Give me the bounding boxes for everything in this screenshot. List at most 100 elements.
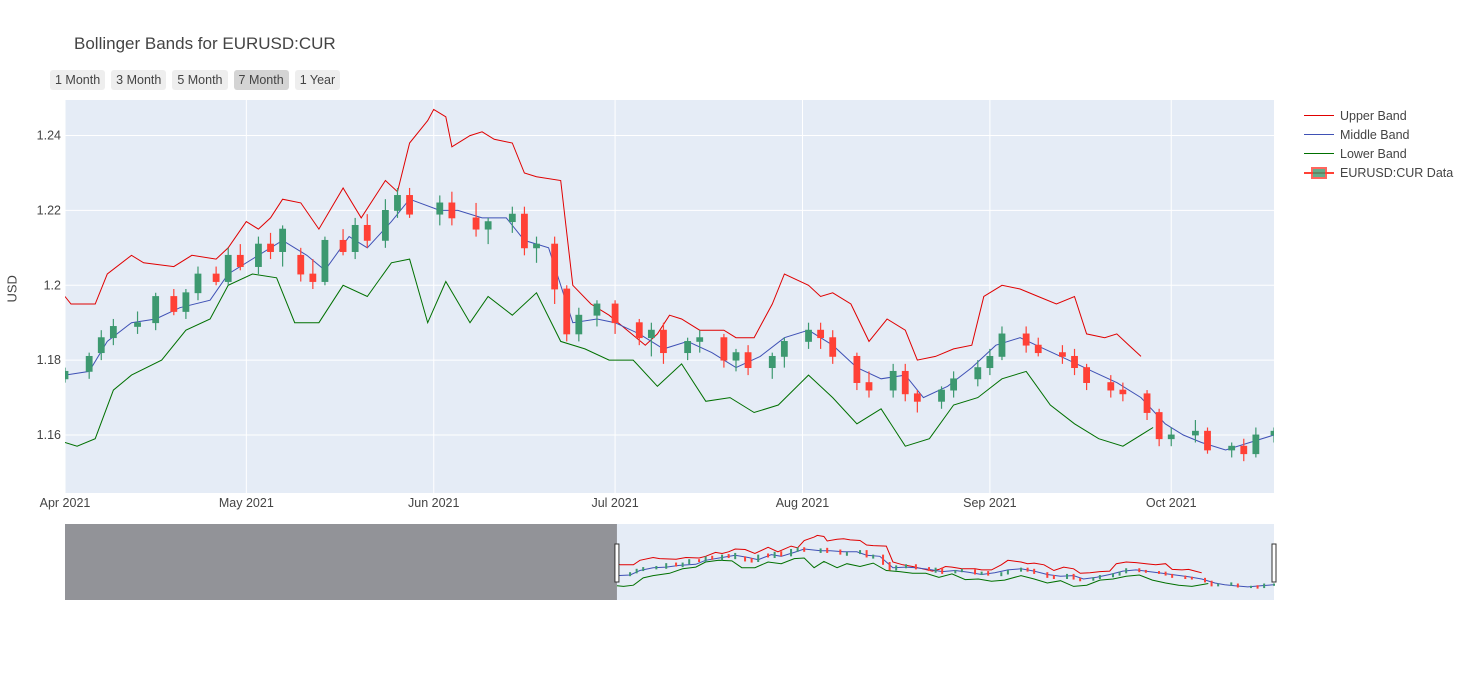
candle-body xyxy=(768,355,776,369)
rangeslider-mask-left xyxy=(65,524,617,600)
candle-body xyxy=(1071,355,1078,369)
candle-body xyxy=(236,254,244,267)
candle-body xyxy=(938,389,945,402)
candle-body xyxy=(521,213,528,249)
candle-body xyxy=(575,314,583,335)
candle-body xyxy=(611,303,619,324)
x-tick-label: Oct 2021 xyxy=(1146,496,1197,510)
plot-series xyxy=(65,108,1274,462)
y-tick-label: 1.24 xyxy=(37,129,61,143)
candle-body xyxy=(829,337,837,357)
candle-body xyxy=(472,217,480,230)
candle-body xyxy=(381,210,389,241)
candle-body xyxy=(182,292,190,312)
legend-label: EURUSD:CUR Data xyxy=(1340,165,1454,180)
candle-body xyxy=(224,254,232,282)
legend-item-upper-band[interactable]: Upper Band xyxy=(1304,106,1453,125)
candle-body xyxy=(436,202,444,215)
x-tick-label: Sep 2021 xyxy=(963,496,1017,510)
candle-body xyxy=(1107,382,1115,391)
candle-body xyxy=(212,273,220,282)
candle-body xyxy=(533,243,540,249)
rangeslider-line xyxy=(616,534,1202,574)
candle-body xyxy=(732,352,740,361)
range-button-1-year[interactable]: 1 Year xyxy=(294,70,341,90)
range-button-3-month[interactable]: 3 Month xyxy=(111,70,167,90)
candle-body xyxy=(635,322,643,339)
candle-body xyxy=(152,296,160,324)
candle-body xyxy=(950,378,958,391)
rangeslider-handle-left[interactable] xyxy=(614,543,620,583)
candle-body xyxy=(1143,393,1151,413)
candle-body xyxy=(1252,434,1260,455)
candle-body xyxy=(1022,333,1030,346)
candle-body xyxy=(170,296,178,312)
plot-area xyxy=(65,100,1274,493)
candle-body xyxy=(309,273,317,282)
candle-body xyxy=(720,337,728,361)
candle-body xyxy=(998,333,1006,357)
candle-body xyxy=(1192,430,1199,436)
legend-item-lower-band[interactable]: Lower Band xyxy=(1304,144,1453,163)
candle-body xyxy=(865,382,873,391)
candle-body xyxy=(889,370,897,391)
candle-body xyxy=(744,352,752,369)
legend: Upper Band Middle Band Lower Band EURUSD… xyxy=(1304,106,1453,182)
y-tick-label: 1.22 xyxy=(37,203,61,217)
x-tick-label: Aug 2021 xyxy=(776,496,830,510)
candle-body xyxy=(508,213,516,223)
candle-body xyxy=(297,254,305,275)
x-tick-label: Apr 2021 xyxy=(40,496,91,510)
candle-body xyxy=(696,337,704,342)
range-button-7-month[interactable]: 7 Month xyxy=(233,70,289,90)
candle-body xyxy=(913,393,921,402)
candle-body xyxy=(986,355,994,369)
rangeslider-handle-right[interactable] xyxy=(1271,543,1277,583)
candle-body xyxy=(1240,445,1248,455)
candle-body xyxy=(780,341,788,357)
range-button-5-month[interactable]: 5 Month xyxy=(172,70,228,90)
candle-body xyxy=(194,273,202,294)
candle-body xyxy=(1204,430,1211,451)
candle-body xyxy=(1270,430,1274,436)
candle-body xyxy=(134,322,141,327)
candle-body xyxy=(484,221,492,230)
candle-body xyxy=(448,202,456,219)
candle-body xyxy=(593,303,601,316)
x-tick-label: Jun 2021 xyxy=(408,496,459,510)
legend-item-eurusd-data[interactable]: EURUSD:CUR Data xyxy=(1304,163,1453,182)
candle-body xyxy=(1167,434,1175,440)
legend-label: Lower Band xyxy=(1340,146,1407,161)
candle-body xyxy=(1155,412,1163,440)
candle-body xyxy=(1228,445,1236,451)
candle-body xyxy=(660,329,667,354)
range-selector: 1 Month 3 Month 5 Month 7 Month 1 Year xyxy=(50,70,341,90)
candle-body xyxy=(65,370,69,380)
legend-label: Upper Band xyxy=(1340,108,1407,123)
x-tick-label: May 2021 xyxy=(219,496,274,510)
candle-body xyxy=(647,329,655,339)
candle-body xyxy=(684,341,692,354)
candle-body xyxy=(1083,367,1091,383)
legend-label: Middle Band xyxy=(1340,127,1410,142)
legend-item-middle-band[interactable]: Middle Band xyxy=(1304,125,1453,144)
candle-body xyxy=(321,239,329,282)
chart-title: Bollinger Bands for EURUSD:CUR xyxy=(74,34,336,53)
y-tick-label: 1.18 xyxy=(37,353,61,367)
series-line-lower-band xyxy=(65,258,1154,447)
candle-body xyxy=(805,329,812,342)
range-button-1-month[interactable]: 1 Month xyxy=(50,70,106,90)
candle-body xyxy=(1034,344,1042,354)
candle-body xyxy=(817,329,825,339)
candle-body xyxy=(974,367,982,380)
candlestick-legend-icon xyxy=(1304,166,1334,179)
rangeslider-preview xyxy=(615,534,1275,589)
candle-body xyxy=(551,243,559,290)
candle-body xyxy=(394,195,401,211)
candle-body xyxy=(1119,389,1127,395)
candle-body xyxy=(339,239,347,252)
y-tick-label: 1.2 xyxy=(44,278,61,292)
candle-body xyxy=(853,355,861,383)
candle-body xyxy=(85,355,93,372)
